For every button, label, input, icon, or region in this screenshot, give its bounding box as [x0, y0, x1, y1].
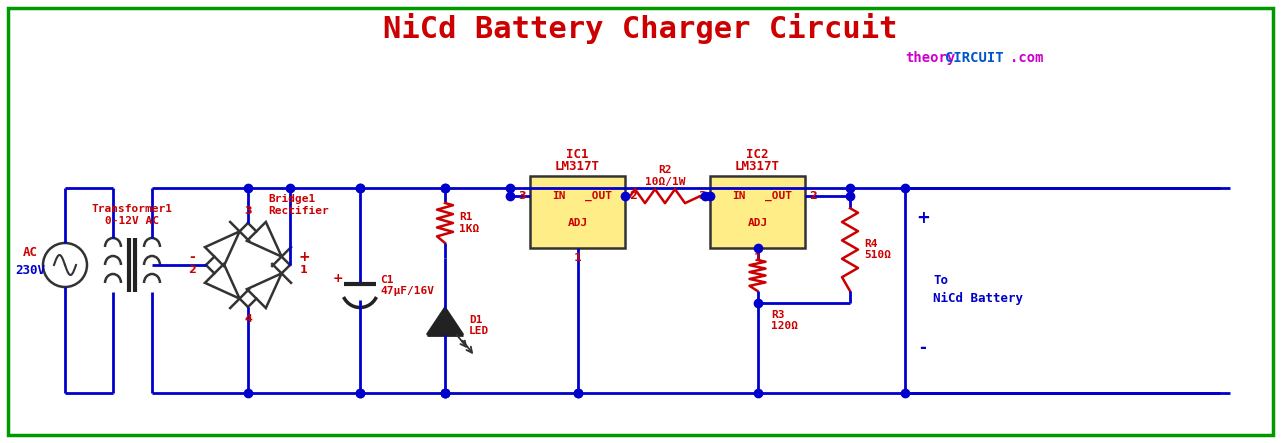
Text: 3: 3	[698, 191, 706, 201]
Text: NiCd Battery: NiCd Battery	[933, 292, 1024, 305]
Text: C1
47μF/16V: C1 47μF/16V	[380, 275, 434, 296]
Text: 230V: 230V	[15, 264, 45, 276]
Text: 3: 3	[245, 206, 252, 216]
Text: 1: 1	[753, 253, 761, 263]
Text: 4: 4	[245, 314, 252, 324]
Text: LM317T: LM317T	[735, 159, 780, 172]
Text: CIRCUIT: CIRCUIT	[945, 51, 1003, 65]
Text: -: -	[190, 250, 195, 264]
Text: +: +	[298, 250, 310, 264]
Bar	[710, 176, 804, 248]
Text: NiCd Battery Charger Circuit: NiCd Battery Charger Circuit	[383, 12, 897, 43]
Text: R2
10Ω/1W: R2 10Ω/1W	[644, 165, 685, 187]
Bar	[530, 176, 625, 248]
Text: D1
LED: D1 LED	[469, 315, 489, 336]
Text: 2: 2	[810, 191, 817, 201]
Text: ADJ: ADJ	[747, 218, 767, 228]
Text: IC1: IC1	[566, 148, 589, 160]
Text: +: +	[916, 209, 930, 227]
Text: R4
510Ω: R4 510Ω	[863, 239, 892, 260]
Text: AC: AC	[23, 246, 37, 260]
Text: 2: 2	[188, 265, 196, 275]
Text: 1: 1	[574, 253, 582, 263]
Text: 2: 2	[629, 191, 637, 201]
Text: IN: IN	[731, 191, 746, 201]
Text: ADJ: ADJ	[567, 218, 588, 228]
Text: To: To	[933, 274, 948, 287]
Text: IC2: IC2	[747, 148, 769, 160]
Text: +: +	[333, 272, 343, 285]
Text: LM317T: LM317T	[555, 159, 600, 172]
Text: Bridge1
Rectifier: Bridge1 Rectifier	[268, 194, 329, 216]
Text: .com: .com	[1009, 51, 1044, 65]
Text: _OUT: _OUT	[585, 191, 612, 201]
Text: R3
120Ω: R3 120Ω	[771, 310, 798, 331]
Text: IN: IN	[552, 191, 565, 201]
Text: R1
1KΩ: R1 1KΩ	[459, 212, 479, 234]
Text: Transformer1
0-12V AC: Transformer1 0-12V AC	[91, 204, 173, 226]
Polygon shape	[427, 307, 462, 334]
Text: theory: theory	[904, 51, 956, 65]
Text: 1: 1	[300, 265, 307, 275]
Text: -: -	[920, 339, 926, 357]
Text: _OUT: _OUT	[765, 191, 792, 201]
Text: 3: 3	[519, 191, 525, 201]
